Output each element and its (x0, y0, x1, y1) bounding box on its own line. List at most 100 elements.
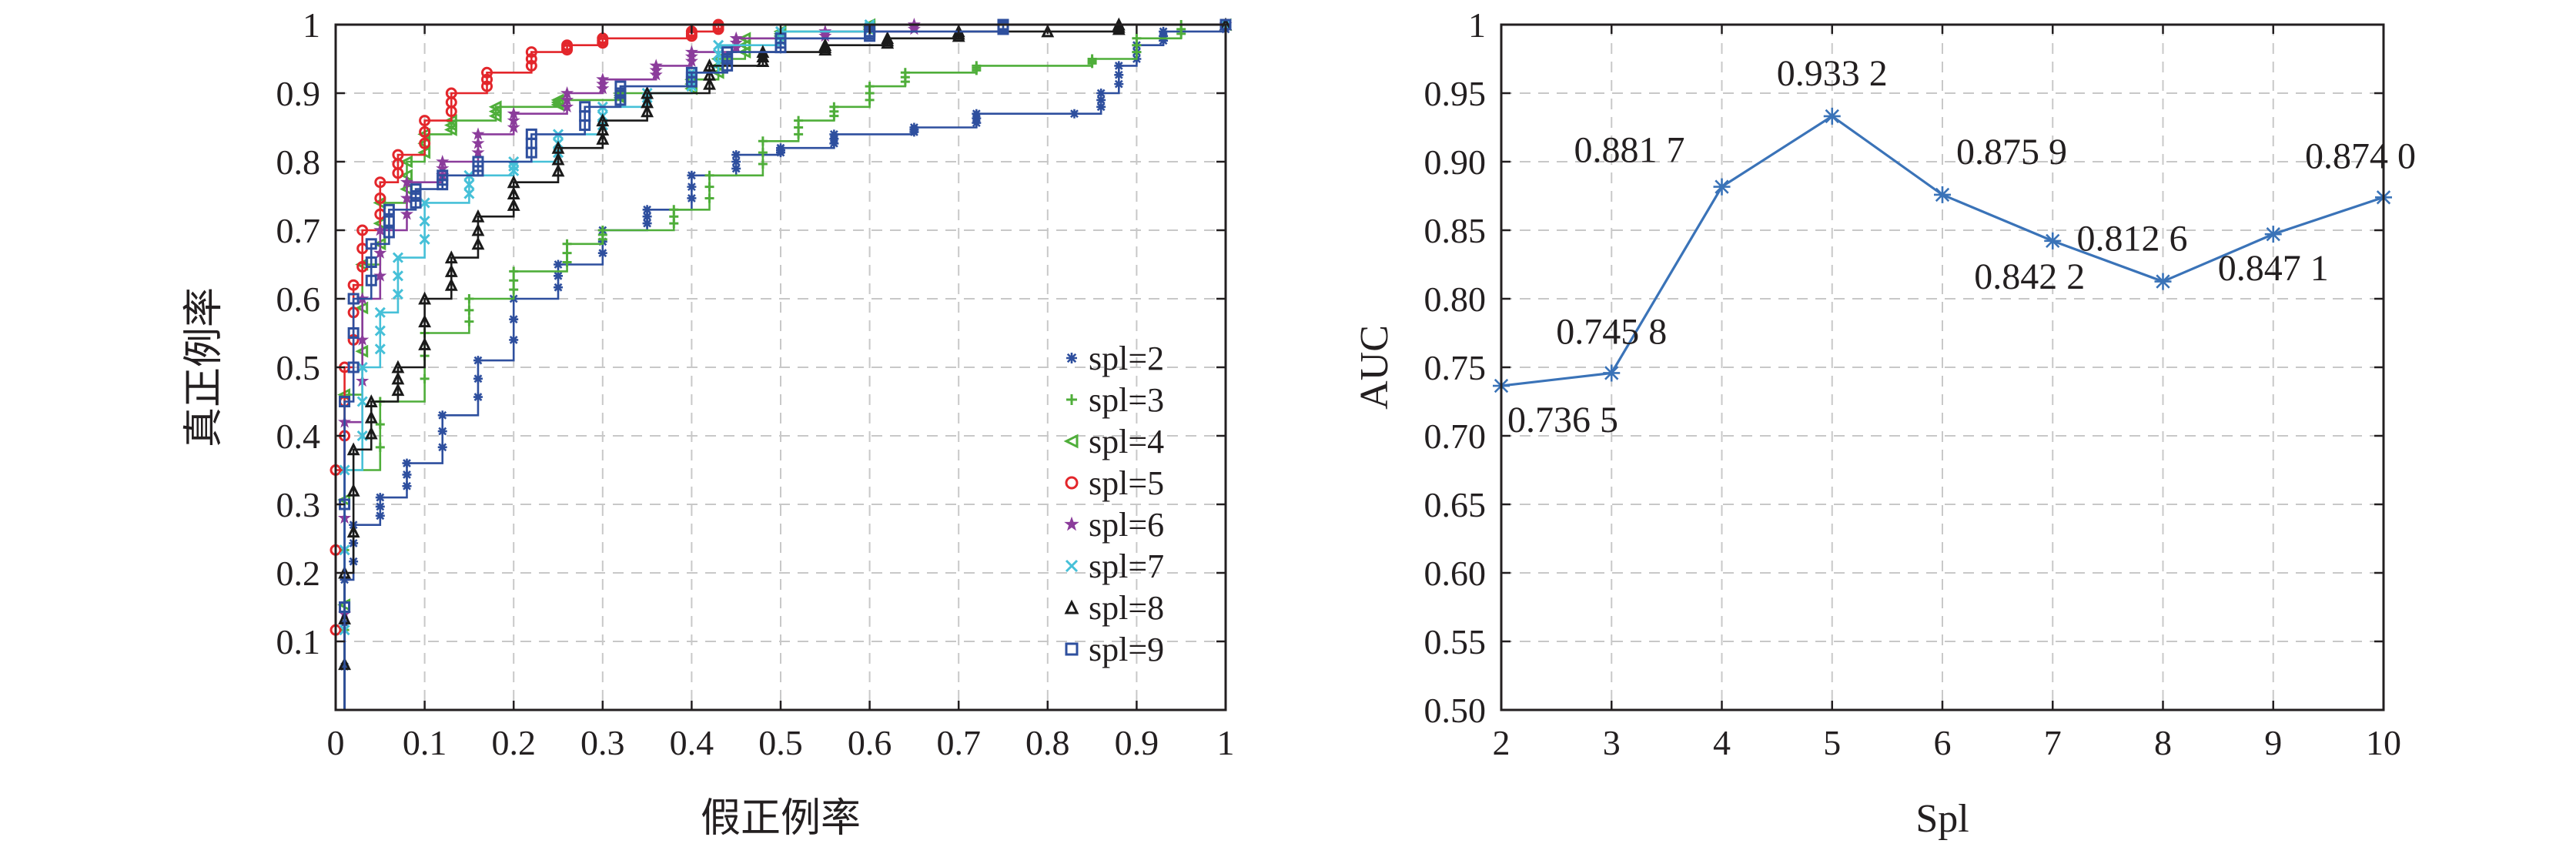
roc-point (731, 163, 741, 173)
auc-data-label: 0.881 7 (1574, 130, 1685, 171)
roc-point (418, 314, 432, 328)
roc-point (704, 170, 714, 180)
roc-point (402, 481, 412, 491)
roc-point (1096, 95, 1106, 105)
roc-point (463, 179, 475, 190)
roc-point (383, 203, 395, 216)
roc-point (507, 120, 520, 133)
roc-point (641, 85, 654, 99)
roc-point (1096, 102, 1106, 112)
roc-point (881, 31, 895, 45)
roc-point (346, 442, 360, 456)
x-axis-label: Spl (1915, 797, 1969, 841)
roc-point (392, 270, 403, 282)
roc-point (356, 396, 368, 407)
roc-point (509, 314, 519, 324)
roc-point (410, 183, 422, 196)
roc-point (649, 68, 663, 81)
roc-point (391, 360, 405, 373)
auc-point (2154, 273, 2172, 290)
roc-point (561, 39, 574, 52)
roc-point (669, 205, 679, 215)
roc-point (373, 269, 387, 282)
roc-point (419, 137, 431, 149)
y-tick-label: 0.3 (276, 485, 321, 524)
roc-point (525, 59, 537, 72)
roc-point (1087, 54, 1097, 64)
roc-point (463, 188, 475, 199)
roc-point (473, 392, 483, 402)
roc-point (374, 325, 386, 336)
roc-point (346, 483, 360, 497)
roc-point (596, 77, 610, 90)
roc-point (383, 215, 395, 227)
roc-point (776, 143, 785, 153)
x-tick-label: 0 (327, 723, 345, 762)
roc-point (410, 190, 422, 202)
roc-point (400, 155, 413, 169)
roc-point (642, 219, 652, 229)
y-tick-label: 0.70 (1424, 417, 1487, 456)
roc-point (374, 306, 386, 318)
roc-point (437, 410, 447, 420)
roc-point (597, 248, 607, 258)
roc-point (1132, 33, 1142, 43)
roc-point (383, 226, 395, 239)
roc-point (596, 72, 610, 85)
roc-point (507, 113, 520, 126)
roc-point (392, 289, 403, 300)
x-tick-label: 0.2 (491, 723, 536, 762)
x-tick-label: 0.1 (403, 723, 447, 762)
roc-point (642, 205, 652, 215)
roc-point (347, 293, 360, 305)
roc-point (400, 175, 414, 189)
y-tick-label: 0.55 (1424, 622, 1487, 661)
auc-point (1603, 364, 1621, 382)
roc-point (525, 46, 537, 59)
roc-point (402, 458, 412, 468)
x-tick-label: 9 (2264, 723, 2282, 762)
x-tick-label: 0.7 (936, 723, 981, 762)
y-tick-label: 0.65 (1424, 485, 1487, 524)
roc-point (509, 285, 519, 295)
roc-point (507, 198, 520, 211)
roc-point (410, 196, 422, 209)
roc-point (550, 93, 564, 107)
roc-point (374, 343, 386, 355)
roc-point (364, 426, 378, 440)
legend-label: spl=5 (1089, 464, 1164, 502)
roc-point (373, 246, 387, 259)
roc-point (471, 146, 485, 159)
roc-point (731, 150, 741, 160)
y-tick-label: 0.90 (1424, 142, 1487, 182)
x-axis-label: 假正例率 (701, 797, 861, 841)
roc-point (507, 106, 520, 120)
x-tick-label: 6 (1934, 723, 1952, 762)
roc-point (554, 259, 563, 270)
roc-point (687, 170, 697, 180)
roc-point (464, 294, 474, 303)
roc-point (562, 248, 572, 258)
roc-line-spl=2 (336, 25, 1227, 711)
roc-point (444, 264, 458, 277)
x-tick-label: 3 (1603, 723, 1621, 762)
roc-point (729, 31, 743, 45)
auc-data-label: 0.874 0 (2305, 136, 2416, 176)
y-tick-label: 0.95 (1424, 74, 1487, 113)
roc-point (721, 53, 734, 65)
roc-point (436, 154, 450, 168)
roc-point (391, 371, 405, 385)
roc-point (418, 291, 432, 305)
roc-point (703, 67, 716, 81)
y-tick-label: 0.4 (276, 417, 321, 456)
roc-point (339, 601, 351, 613)
roc-point (374, 192, 386, 204)
roc-point (420, 373, 430, 383)
roc-point (687, 193, 697, 203)
roc-point (471, 236, 485, 250)
y-tick-label: 0.6 (276, 280, 321, 319)
roc-point (419, 216, 430, 227)
y-tick-label: 0.5 (276, 348, 321, 387)
legend-marker (1066, 394, 1077, 405)
roc-point (685, 66, 698, 79)
